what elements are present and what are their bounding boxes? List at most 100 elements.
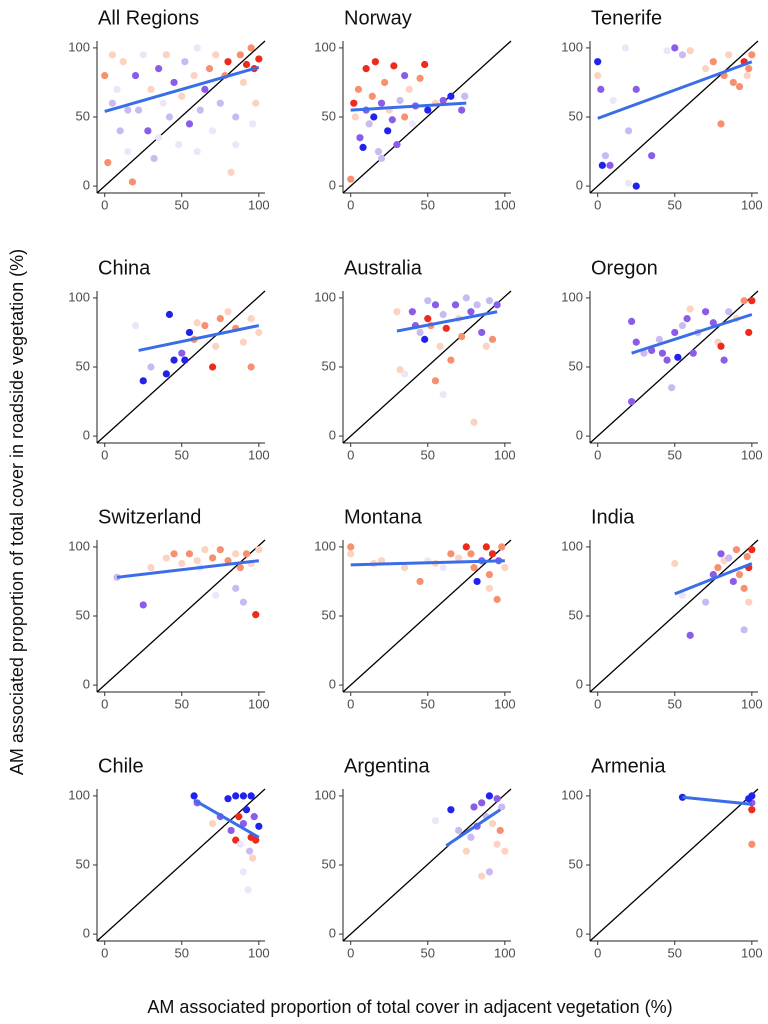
point: [594, 71, 602, 80]
point: [748, 297, 756, 305]
point: [159, 99, 167, 107]
point: [170, 550, 178, 558]
point: [598, 161, 606, 169]
x-axis-label: AM associated proportion of total cover …: [147, 997, 672, 1017]
point: [748, 840, 756, 848]
y-tick-label: 100: [68, 787, 90, 802]
identity-line: [342, 539, 512, 693]
point: [416, 74, 424, 82]
point: [442, 324, 450, 332]
point: [239, 868, 248, 876]
point: [458, 106, 466, 114]
point: [193, 147, 201, 156]
point: [485, 570, 494, 579]
point: [236, 51, 244, 59]
point: [150, 154, 158, 163]
x-tick-label: 50: [668, 945, 682, 960]
y-tick-label: 0: [329, 178, 336, 193]
x-tick-label: 50: [421, 197, 435, 212]
point: [498, 543, 506, 551]
point: [371, 58, 379, 66]
point: [485, 792, 494, 800]
point: [439, 96, 447, 105]
fit-line: [396, 310, 498, 333]
point: [689, 349, 697, 357]
point: [701, 65, 710, 73]
x-tick-label: 100: [741, 945, 763, 960]
point: [185, 550, 194, 558]
point: [462, 543, 470, 551]
point: [678, 51, 687, 59]
point: [255, 328, 263, 337]
point: [388, 116, 396, 124]
point: [462, 294, 470, 302]
y-tick-label: 0: [83, 926, 90, 941]
point: [119, 58, 127, 66]
identity-line: [96, 40, 266, 194]
point: [408, 308, 416, 316]
identity-line: [96, 290, 266, 444]
point: [351, 113, 359, 121]
point: [485, 297, 494, 305]
point: [735, 570, 744, 579]
point: [242, 550, 251, 558]
point: [347, 543, 355, 551]
fit-line: [350, 101, 467, 112]
y-tick-label: 100: [314, 289, 336, 304]
x-tick-label: 100: [494, 945, 516, 960]
point: [740, 626, 748, 634]
identity-line: [96, 788, 266, 942]
point: [139, 377, 147, 385]
point: [362, 65, 370, 73]
point: [447, 806, 455, 814]
point: [368, 92, 376, 100]
point: [247, 363, 255, 371]
x-tick-label: 100: [248, 945, 270, 960]
y-tick-label: 100: [68, 538, 90, 553]
point: [493, 595, 501, 604]
point: [131, 71, 140, 80]
y-tick-label: 100: [561, 787, 583, 802]
point: [717, 342, 725, 350]
fit-line: [597, 60, 753, 120]
y-tick-label: 100: [314, 39, 336, 54]
point: [239, 819, 248, 828]
point: [725, 554, 733, 562]
point: [496, 826, 504, 835]
point: [493, 795, 501, 803]
point: [185, 328, 194, 337]
point: [178, 559, 186, 568]
point: [212, 51, 220, 59]
x-tick-label: 0: [101, 945, 108, 960]
point: [678, 591, 687, 599]
point: [205, 65, 214, 73]
point: [686, 305, 694, 313]
point: [740, 297, 748, 305]
point: [482, 342, 490, 350]
point: [488, 550, 497, 558]
point: [701, 598, 710, 606]
point: [401, 370, 409, 378]
x-tick-label: 100: [494, 197, 516, 212]
point: [624, 127, 633, 135]
identity-line: [589, 539, 759, 693]
point: [467, 550, 475, 558]
point: [393, 141, 401, 149]
point: [232, 584, 240, 592]
point: [255, 546, 263, 554]
point: [396, 366, 404, 374]
point: [678, 321, 687, 330]
point: [144, 127, 152, 135]
point: [108, 51, 117, 59]
point: [663, 47, 671, 55]
y-tick-label: 0: [576, 926, 583, 941]
point: [640, 349, 648, 357]
point: [478, 328, 486, 337]
panel-title: Switzerland: [98, 506, 201, 528]
point: [216, 315, 224, 323]
x-tick-label: 50: [668, 696, 682, 711]
fit-line: [350, 559, 505, 567]
point: [447, 356, 455, 364]
point: [247, 44, 255, 52]
fit-line: [104, 65, 260, 113]
